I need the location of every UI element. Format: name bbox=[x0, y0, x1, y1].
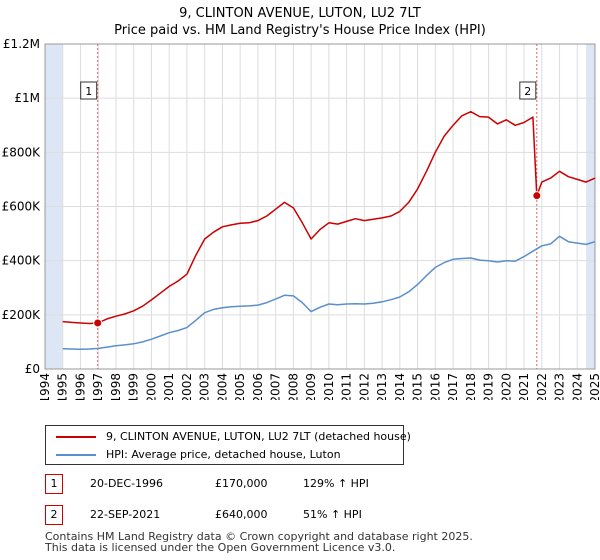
legend-swatch-hpi bbox=[56, 454, 96, 456]
hpi-series-line bbox=[62, 235, 596, 350]
sale-label-box bbox=[519, 81, 537, 100]
footer-copyright: Contains HM Land Registry data © Crown c… bbox=[45, 530, 473, 543]
x-tick-label: 2025 bbox=[588, 373, 600, 400]
chart-title: 9, CLINTON AVENUE, LUTON, LU2 7LT bbox=[179, 6, 421, 21]
y-tick-label: £200K bbox=[2, 308, 42, 322]
footer: Contains HM Land Registry data © Crown c… bbox=[45, 531, 473, 553]
chart-subtitle: Price paid vs. HM Land Registry's House … bbox=[114, 23, 486, 38]
x-tick-label: 2011 bbox=[340, 373, 354, 400]
x-tick-label: 2010 bbox=[322, 373, 336, 400]
sale-label-box bbox=[80, 81, 98, 100]
x-tick-label: 1996 bbox=[73, 373, 87, 400]
x-tick-label: 2023 bbox=[553, 373, 567, 400]
transaction-row: 2 22-SEP-2021 £640,000 51% ↑ HPI bbox=[45, 505, 545, 525]
x-tick-label: 2024 bbox=[570, 373, 584, 400]
y-tick-label: £1.2M bbox=[3, 37, 40, 51]
y-tick-label: £400K bbox=[2, 254, 42, 268]
x-tick-label: 1994 bbox=[38, 373, 52, 400]
x-tick-label: 1995 bbox=[56, 373, 70, 400]
x-tick-label: 2000 bbox=[144, 373, 158, 400]
x-tick-label: 1998 bbox=[109, 373, 123, 400]
x-tick-label: 2012 bbox=[357, 373, 371, 400]
x-tick-label: 2014 bbox=[393, 373, 407, 400]
property-series-line bbox=[62, 110, 596, 325]
x-tick-label: 2018 bbox=[464, 373, 478, 400]
y-tick-label: £800K bbox=[2, 145, 42, 159]
sale-label: 1 bbox=[85, 85, 92, 98]
y-tick-label: £1M bbox=[14, 91, 40, 105]
x-tick-label: 2022 bbox=[535, 373, 549, 400]
x-tick-label: 2021 bbox=[517, 373, 531, 400]
y-tick-label: £0 bbox=[25, 362, 40, 376]
x-tick-label: 2006 bbox=[251, 373, 265, 400]
transaction-date: 22-SEP-2021 bbox=[90, 508, 161, 521]
sale-point bbox=[532, 191, 542, 201]
transaction-badge: 2 bbox=[45, 505, 63, 525]
plot-border bbox=[44, 43, 596, 370]
x-tick-label: 1997 bbox=[91, 373, 105, 400]
x-tick-label: 2001 bbox=[162, 373, 176, 400]
transaction-row: 1 20-DEC-1996 £170,000 129% ↑ HPI bbox=[45, 474, 545, 494]
x-tick-label: 2003 bbox=[198, 373, 212, 400]
transaction-price: £640,000 bbox=[215, 508, 268, 521]
x-tick-label: 1999 bbox=[127, 373, 141, 400]
transaction-badge: 1 bbox=[45, 474, 63, 494]
x-tick-label: 2002 bbox=[180, 373, 194, 400]
legend-item-property: 9, CLINTON AVENUE, LUTON, LU2 7LT (detac… bbox=[46, 428, 411, 446]
transaction-hpi-change: 129% ↑ HPI bbox=[303, 477, 369, 490]
legend-swatch-property bbox=[56, 436, 96, 438]
footer-licence: This data is licensed under the Open Gov… bbox=[45, 541, 396, 554]
x-tick-label: 2009 bbox=[304, 373, 318, 400]
x-tick-label: 2020 bbox=[499, 373, 513, 400]
transaction-price: £170,000 bbox=[215, 477, 268, 490]
sale-label: 2 bbox=[524, 85, 531, 98]
sale-point bbox=[93, 318, 103, 328]
legend-item-hpi: HPI: Average price, detached house, Luto… bbox=[46, 446, 403, 464]
x-tick-label: 2017 bbox=[446, 373, 460, 400]
legend: 9, CLINTON AVENUE, LUTON, LU2 7LT (detac… bbox=[45, 425, 411, 465]
x-tick-label: 2007 bbox=[269, 373, 283, 400]
x-tick-label: 2008 bbox=[286, 373, 300, 400]
y-tick-label: £600K bbox=[2, 200, 42, 214]
x-tick-label: 2013 bbox=[375, 373, 389, 400]
x-tick-label: 2019 bbox=[482, 373, 496, 400]
x-tick-label: 2016 bbox=[428, 373, 442, 400]
transaction-date: 20-DEC-1996 bbox=[90, 477, 164, 490]
x-tick-label: 2005 bbox=[233, 373, 247, 400]
legend-label-property: 9, CLINTON AVENUE, LUTON, LU2 7LT (detac… bbox=[106, 430, 411, 443]
x-tick-label: 2015 bbox=[411, 373, 425, 400]
legend-label-hpi: HPI: Average price, detached house, Luto… bbox=[106, 448, 341, 461]
transaction-hpi-change: 51% ↑ HPI bbox=[303, 508, 362, 521]
x-tick-label: 2004 bbox=[215, 373, 229, 400]
